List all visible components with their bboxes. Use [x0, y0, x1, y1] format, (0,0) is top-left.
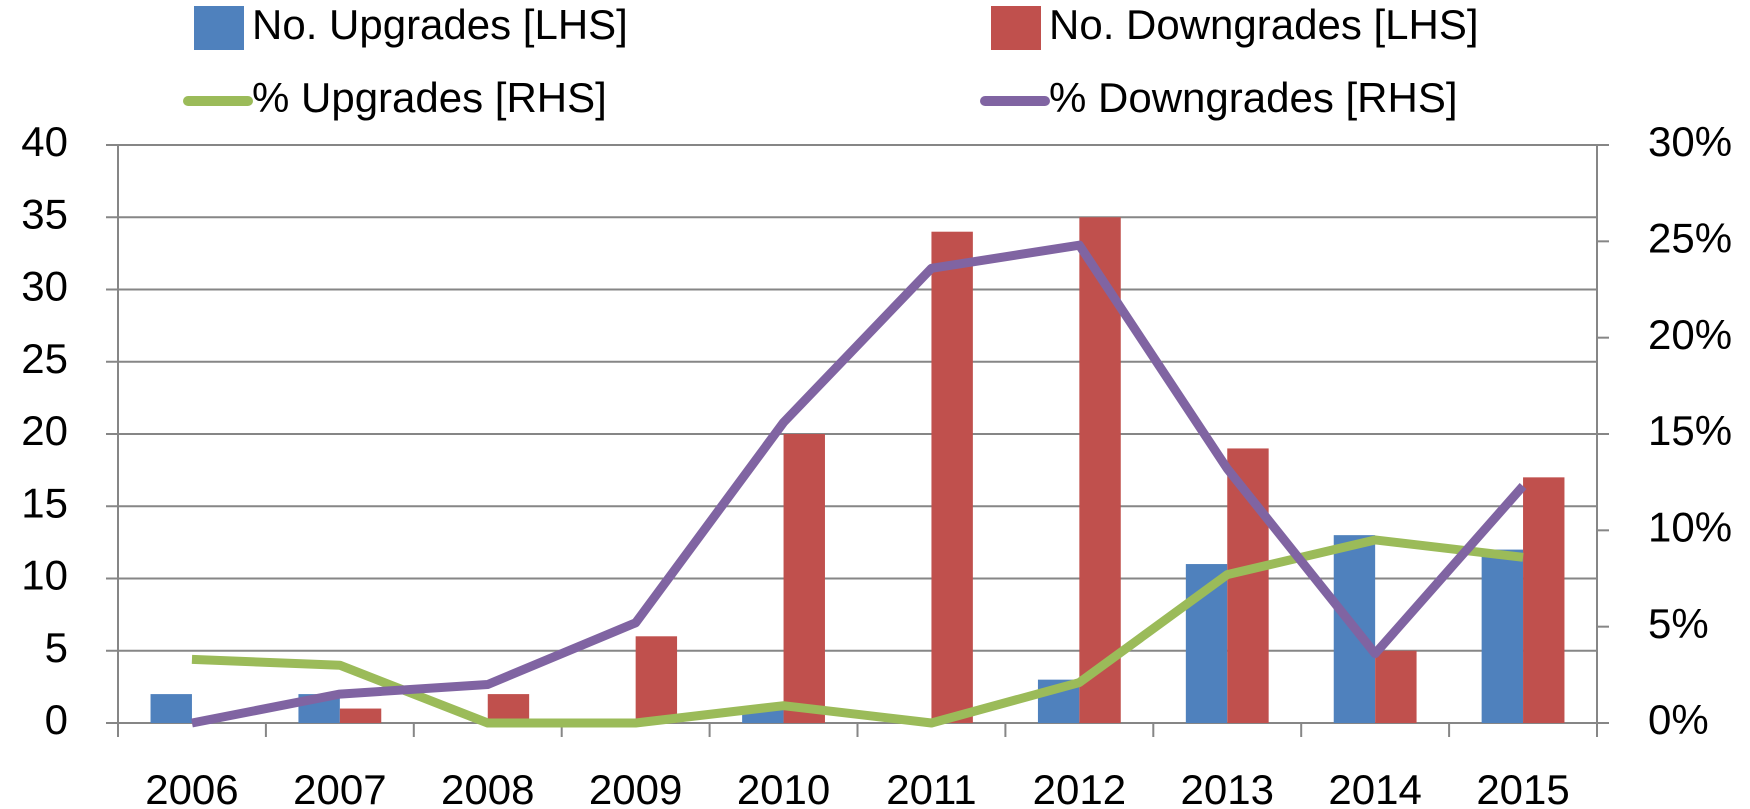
- y-tick-label: 0: [45, 696, 68, 743]
- y2-tick-label: 25%: [1648, 214, 1732, 261]
- y-tick-label: 30: [21, 263, 68, 310]
- legend-swatch: [194, 6, 244, 50]
- x-tick-label: 2012: [1033, 766, 1126, 809]
- x-tick-label: 2013: [1181, 766, 1274, 809]
- y-tick-label: 40: [21, 118, 68, 165]
- bar: [1375, 650, 1417, 723]
- bar: [150, 694, 192, 723]
- legend-label: % Upgrades [RHS]: [252, 74, 607, 121]
- y-tick-label: 10: [21, 552, 68, 599]
- y2-tick-label: 10%: [1648, 503, 1732, 550]
- x-tick-label: 2011: [886, 766, 976, 809]
- y-tick-label: 5: [45, 624, 68, 671]
- y-tick-label: 25: [21, 335, 68, 382]
- x-tick-label: 2008: [441, 766, 534, 809]
- legend-swatch: [991, 6, 1041, 50]
- line: [191, 535, 1524, 728]
- bar: [339, 708, 382, 723]
- line: [191, 240, 1527, 728]
- y-tick-label: 20: [21, 407, 68, 454]
- bar: [635, 636, 678, 723]
- y2-tick-label: 0%: [1648, 696, 1709, 743]
- bar: [1523, 477, 1565, 723]
- y-tick-label: 15: [21, 479, 68, 526]
- x-tick-label: 2014: [1328, 766, 1421, 809]
- bar: [931, 231, 973, 723]
- y2-tick-label: 15%: [1648, 407, 1732, 454]
- x-tick-label: 2007: [293, 766, 386, 809]
- x-tick-label: 2015: [1476, 766, 1569, 809]
- legend-label: % Downgrades [RHS]: [1049, 74, 1458, 121]
- legend-label: No. Downgrades [LHS]: [1049, 1, 1479, 48]
- y2-tick-label: 20%: [1648, 311, 1732, 358]
- x-tick-label: 2006: [145, 766, 238, 809]
- x-tick-label: 2010: [737, 766, 830, 809]
- bar: [783, 434, 825, 723]
- y2-tick-label: 5%: [1648, 600, 1709, 647]
- legend-label: No. Upgrades [LHS]: [252, 1, 628, 48]
- bar: [1481, 549, 1524, 723]
- y2-tick-label: 30%: [1648, 118, 1732, 165]
- bar: [487, 694, 530, 723]
- x-tick-label: 2009: [589, 766, 682, 809]
- y-tick-label: 35: [21, 190, 68, 237]
